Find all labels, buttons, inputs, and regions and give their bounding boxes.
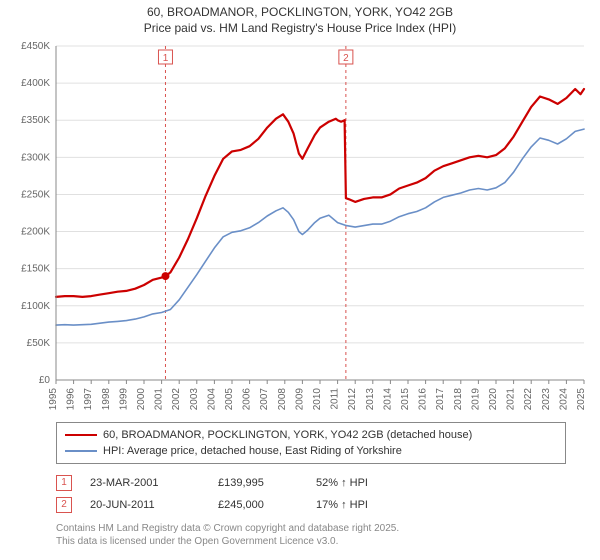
- xtick-label: 2012: [347, 388, 358, 411]
- xtick-label: 2002: [171, 388, 182, 411]
- marker-row-1: 1 23-MAR-2001 £139,995 52% ↑ HPI: [56, 472, 566, 494]
- xtick-label: 2005: [224, 388, 235, 411]
- marker-pct-2: 17% ↑ HPI: [316, 499, 406, 511]
- xtick-label: 2008: [277, 388, 288, 411]
- marker-date-1: 23-MAR-2001: [90, 477, 200, 489]
- xtick-label: 2011: [330, 388, 341, 410]
- marker-price-2: £245,000: [218, 499, 298, 511]
- xtick-label: 2023: [541, 388, 552, 411]
- sale-point: [161, 272, 169, 280]
- chart-bg: [0, 36, 600, 416]
- copyright: Contains HM Land Registry data © Crown c…: [56, 522, 566, 548]
- legend-item-property: 60, BROADMANOR, POCKLINGTON, YORK, YO42 …: [65, 427, 557, 443]
- xtick-label: 2015: [400, 388, 411, 411]
- xtick-label: 2009: [294, 388, 305, 411]
- xtick-label: 2006: [242, 388, 253, 411]
- legend-swatch-hpi: [65, 450, 97, 452]
- marker-pct-1: 52% ↑ HPI: [316, 477, 406, 489]
- xtick-label: 2004: [206, 388, 217, 411]
- ytick-label: £350K: [21, 116, 50, 127]
- xtick-label: 2018: [453, 388, 464, 411]
- xtick-label: 1999: [118, 388, 129, 411]
- xtick-label: 1996: [66, 388, 77, 411]
- copyright-line2: This data is licensed under the Open Gov…: [56, 535, 566, 548]
- xtick-label: 2007: [259, 388, 270, 411]
- copyright-line1: Contains HM Land Registry data © Crown c…: [56, 522, 566, 535]
- ytick-label: £300K: [21, 153, 50, 164]
- legend-swatch-property: [65, 434, 97, 436]
- marker-badge-2: 2: [56, 497, 72, 513]
- xtick-label: 2025: [576, 388, 587, 411]
- ytick-label: £250K: [21, 190, 50, 201]
- marker-date-2: 20-JUN-2011: [90, 499, 200, 511]
- ytick-label: £50K: [27, 338, 51, 349]
- xtick-label: 2019: [470, 388, 481, 411]
- ytick-label: £450K: [21, 41, 50, 52]
- ytick-label: £150K: [21, 264, 50, 275]
- marker-badge-1: 1: [56, 475, 72, 491]
- legend-label-hpi: HPI: Average price, detached house, East…: [103, 444, 402, 458]
- sale-marker-badge-text: 2: [343, 53, 349, 64]
- legend-label-property: 60, BROADMANOR, POCKLINGTON, YORK, YO42 …: [103, 428, 472, 442]
- price-chart: £0 £50K £100K £150K £200K £250K £300K £350K £400…: [0, 36, 600, 416]
- xtick-label: 2016: [418, 388, 429, 411]
- xtick-label: 1995: [48, 388, 59, 411]
- title-address: 60, BROADMANOR, POCKLINGTON, YORK, YO42 …: [0, 4, 600, 20]
- legend: 60, BROADMANOR, POCKLINGTON, YORK, YO42 …: [56, 422, 566, 464]
- sale-marker-badge-text: 1: [163, 53, 169, 64]
- xtick-label: 1998: [101, 388, 112, 411]
- title-subtitle: Price paid vs. HM Land Registry's House …: [0, 20, 600, 36]
- marker-price-1: £139,995: [218, 477, 298, 489]
- xtick-label: 2003: [189, 388, 200, 411]
- marker-row-2: 2 20-JUN-2011 £245,000 17% ↑ HPI: [56, 494, 566, 516]
- legend-item-hpi: HPI: Average price, detached house, East…: [65, 443, 557, 459]
- chart-title: 60, BROADMANOR, POCKLINGTON, YORK, YO42 …: [0, 0, 600, 36]
- xtick-label: 2010: [312, 388, 323, 411]
- xtick-label: 1997: [83, 388, 94, 411]
- xtick-label: 2022: [523, 388, 534, 411]
- xtick-label: 2001: [154, 388, 165, 411]
- ytick-label: £400K: [21, 78, 50, 89]
- xtick-label: 2014: [382, 388, 393, 411]
- xtick-label: 2017: [435, 388, 446, 411]
- ytick-label: £200K: [21, 227, 50, 238]
- xtick-label: 2024: [558, 388, 569, 411]
- xtick-label: 2021: [506, 388, 517, 411]
- ytick-label: £0: [39, 375, 51, 386]
- xtick-label: 2020: [488, 388, 499, 411]
- xtick-label: 2013: [365, 388, 376, 411]
- ytick-label: £100K: [21, 301, 50, 312]
- sale-markers: 1 23-MAR-2001 £139,995 52% ↑ HPI 2 20-JU…: [56, 472, 566, 516]
- xtick-label: 2000: [136, 388, 147, 411]
